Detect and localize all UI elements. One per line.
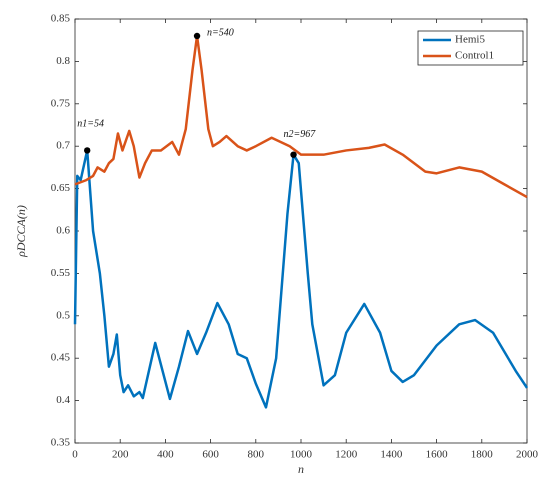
y-tick-label: 0.8 xyxy=(56,55,70,67)
x-axis-label: n xyxy=(298,462,304,476)
y-tick-label: 0.85 xyxy=(51,13,71,25)
y-tick-label: 0.7 xyxy=(56,140,70,152)
y-tick-label: 0.65 xyxy=(51,182,71,194)
y-tick-label: 0.75 xyxy=(51,97,71,109)
annotation: n2=967 xyxy=(284,129,317,140)
y-tick-label: 0.4 xyxy=(56,394,70,406)
legend-box xyxy=(417,30,524,66)
y-tick-label: 0.5 xyxy=(56,309,70,321)
annotation-dot xyxy=(193,32,201,40)
x-tick-label: 600 xyxy=(202,449,219,461)
series-line xyxy=(74,34,528,199)
x-tick-label: 1400 xyxy=(380,449,403,461)
annotation: n1=54 xyxy=(77,119,104,130)
x-tick-label: 0 xyxy=(72,449,78,461)
x-tick-label: 200 xyxy=(112,449,129,461)
plot-area xyxy=(74,18,528,444)
y-tick-label: 0.35 xyxy=(51,437,71,449)
legend-label: Hemi5 xyxy=(455,34,485,46)
x-tick-label: 1200 xyxy=(335,449,358,461)
series-line xyxy=(73,149,529,409)
y-tick-label: 0.45 xyxy=(51,352,71,364)
annotation: n=540 xyxy=(207,27,234,38)
y-tick-label: 0.6 xyxy=(56,225,70,237)
x-tick-label: 1800 xyxy=(471,449,494,461)
x-tick-label: 1600 xyxy=(426,449,449,461)
legend-label: Control1 xyxy=(455,50,494,62)
x-tick-label: 800 xyxy=(248,449,265,461)
x-tick-label: 1000 xyxy=(290,449,313,461)
y-tick-label: 0.55 xyxy=(51,267,71,279)
y-axis-label: ρDCCA(n) xyxy=(14,205,28,258)
x-tick-label: 400 xyxy=(157,449,174,461)
x-tick-label: 2000 xyxy=(516,449,539,461)
annotation-dot xyxy=(290,151,297,158)
annotation-dot xyxy=(84,147,91,154)
